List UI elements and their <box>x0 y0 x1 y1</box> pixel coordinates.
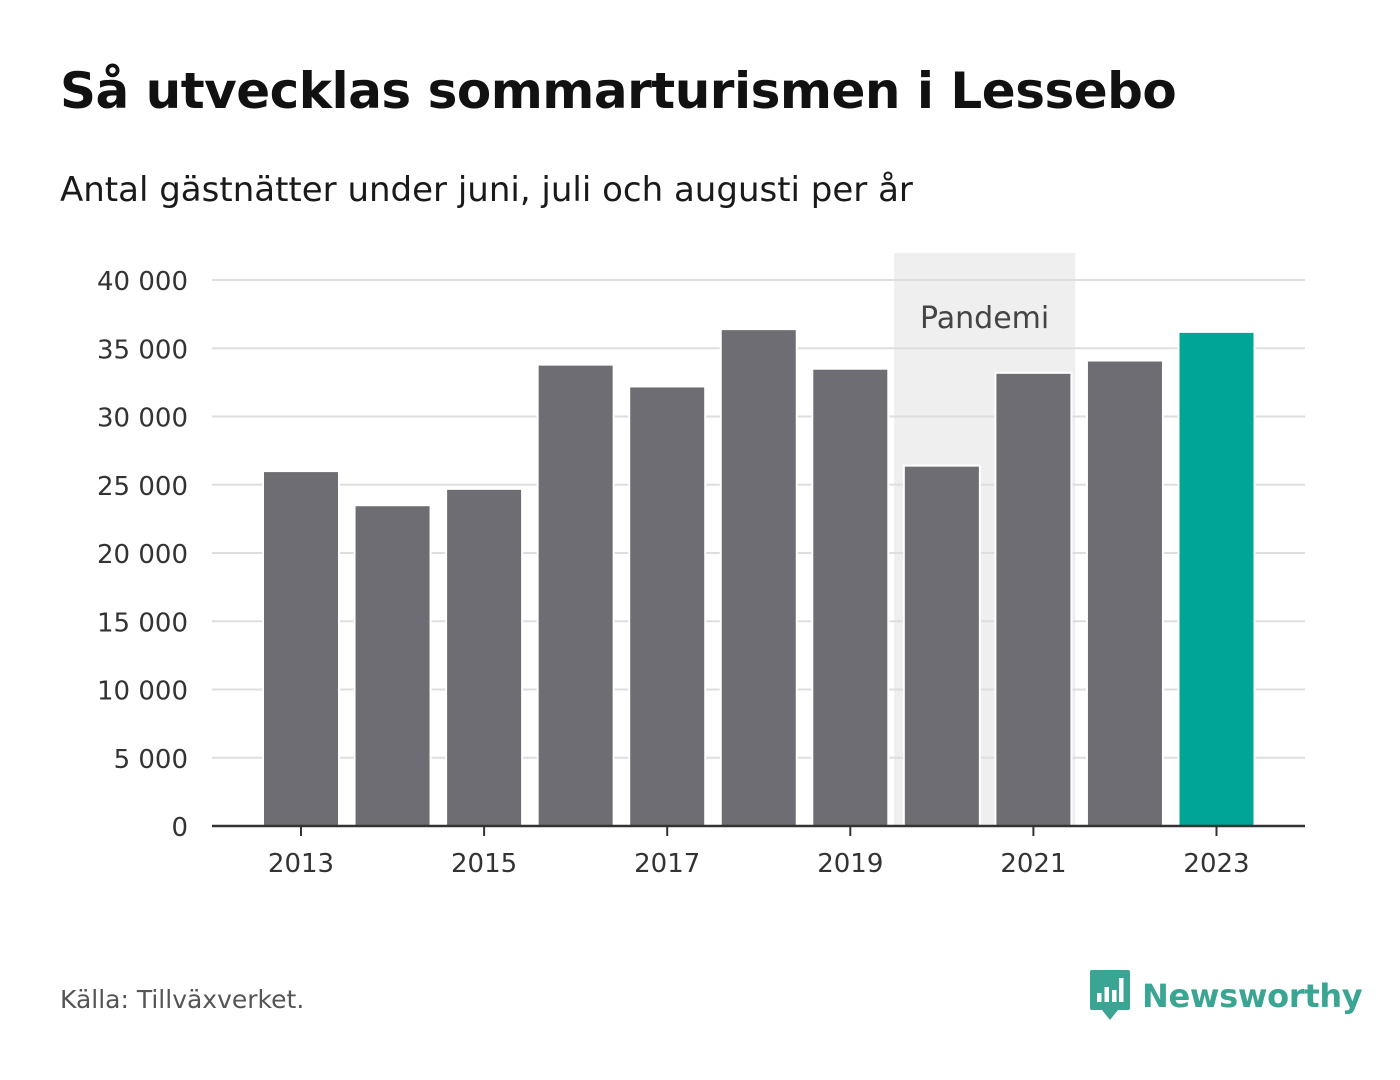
brand-logo: Newsworthy <box>1088 968 1363 1024</box>
y-tick-label: 35 000 <box>97 335 188 365</box>
pandemic-label: Pandemi <box>920 301 1049 336</box>
bar <box>994 371 1073 827</box>
x-tick-label: 2017 <box>634 849 700 879</box>
y-tick-label: 5 000 <box>114 745 188 775</box>
bar <box>445 487 524 827</box>
source-note: Källa: Tillväxverket. <box>60 985 305 1014</box>
bar-highlight <box>1177 330 1256 827</box>
newsworthy-logo-icon <box>1090 970 1130 1020</box>
x-tick-label: 2015 <box>451 849 517 879</box>
bar <box>353 504 432 827</box>
y-tick-label: 25 000 <box>97 472 188 502</box>
y-tick-label: 0 <box>171 813 188 843</box>
bar <box>262 470 340 827</box>
y-tick-label: 15 000 <box>97 608 188 638</box>
x-tick-label: 2019 <box>817 849 883 879</box>
y-tick-label: 30 000 <box>97 404 188 434</box>
bar <box>719 328 798 827</box>
chart-subtitle: Antal gästnätter under juni, juli och au… <box>60 170 913 210</box>
y-tick-label: 20 000 <box>97 540 188 570</box>
bar <box>811 367 890 827</box>
x-tick-label: 2023 <box>1183 849 1249 879</box>
bar <box>628 385 707 827</box>
bar <box>536 363 615 827</box>
y-tick-label: 10 000 <box>97 677 188 707</box>
brand-name: Newsworthy <box>1142 977 1363 1015</box>
y-tick-label: 40 000 <box>97 267 188 297</box>
bar <box>1085 359 1164 827</box>
bar <box>902 464 981 827</box>
chart-title: Så utvecklas sommarturismen i Lessebo <box>60 62 1177 120</box>
x-tick-label: 2021 <box>1000 849 1066 879</box>
x-tick-label: 2013 <box>268 849 334 879</box>
